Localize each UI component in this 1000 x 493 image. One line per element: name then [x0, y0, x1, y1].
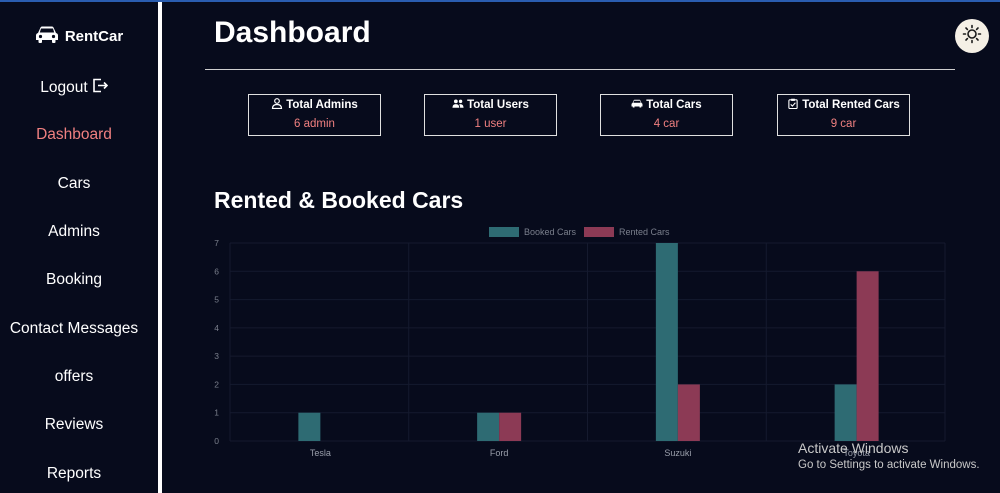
bar-booked-cars-toyota — [834, 384, 857, 441]
sidebar-item-reports[interactable]: Reports — [46, 465, 102, 482]
user-icon — [271, 98, 283, 112]
y-tick-label: 1 — [214, 408, 219, 418]
section-title: Rented & Booked Cars — [214, 187, 464, 213]
stat-card-cars: Total Cars 4 car — [600, 94, 733, 136]
sidebar-item-booking[interactable]: Booking — [45, 271, 102, 288]
stat-title: Total Users — [467, 99, 529, 111]
legend-label: Rented Cars — [619, 227, 670, 237]
y-tick-label: 0 — [214, 436, 219, 446]
sidebar-item-contact-messages[interactable]: Contact Messages — [9, 320, 139, 337]
rented-booked-chart: 0 1 2 3 4 5 6 7 Tesla Ford Suzuki Toyota Booked Cars… — [214, 227, 946, 458]
x-tick-label: Toyota — [843, 448, 870, 458]
bar-booked-cars-tesla — [298, 412, 321, 441]
stat-title: Total Cars — [646, 99, 702, 111]
car-icon — [631, 98, 643, 112]
sidebar-item-cars[interactable]: Cars — [57, 175, 91, 192]
users-icon — [452, 98, 464, 112]
stat-value: 1 user — [474, 118, 507, 130]
logout-label: Logout — [40, 79, 88, 96]
stat-card-admins: Total Admins 6 admin — [248, 94, 381, 136]
sidebar-divider — [158, 2, 162, 493]
car-icon — [35, 24, 59, 48]
clipboard-check-icon — [787, 98, 799, 112]
bar-rented-cars-suzuki — [677, 384, 700, 441]
legend-swatch — [584, 227, 614, 237]
legend-label: Booked Cars — [524, 227, 577, 237]
brand-name: RentCar — [64, 27, 124, 45]
x-tick-label: Ford — [490, 448, 509, 458]
stat-card-rented-cars: Total Rented Cars 9 car — [777, 94, 910, 136]
title-divider — [205, 69, 955, 70]
logout-link[interactable]: Logout — [0, 78, 148, 98]
x-tick-label: Suzuki — [664, 448, 691, 458]
sidebar-item-dashboard[interactable]: Dashboard — [36, 126, 112, 143]
stat-title: Total Admins — [286, 99, 358, 111]
y-tick-label: 3 — [214, 351, 219, 361]
theme-toggle-button[interactable] — [955, 19, 989, 53]
bar-rented-cars-ford — [499, 412, 522, 441]
sidebar: RentCar Logout Dashboard Cars Admins Boo… — [0, 2, 158, 493]
sidebar-item-reviews[interactable]: Reviews — [44, 416, 104, 433]
stat-title: Total Rented Cars — [802, 99, 900, 111]
y-tick-label: 6 — [214, 266, 219, 276]
stat-value: 4 car — [653, 118, 680, 130]
y-tick-label: 2 — [214, 379, 219, 389]
windows-activation-watermark: Activate Windows Go to Settings to activ… — [798, 440, 980, 471]
stat-card-users: Total Users 1 user — [424, 94, 557, 136]
bar-rented-cars-toyota — [856, 271, 879, 441]
legend-swatch — [489, 227, 519, 237]
watermark-title: Activate Windows — [798, 440, 909, 456]
sidebar-item-admins[interactable]: Admins — [48, 223, 100, 240]
logout-icon — [92, 78, 108, 98]
stat-value: 6 admin — [294, 118, 335, 130]
stat-value: 9 car — [830, 118, 857, 130]
y-tick-label: 4 — [214, 323, 219, 333]
bar-booked-cars-ford — [477, 412, 500, 441]
bar-booked-cars-suzuki — [655, 243, 678, 441]
top-border — [0, 0, 1000, 2]
y-tick-label: 5 — [214, 295, 219, 305]
sidebar-item-offers[interactable]: offers — [54, 368, 94, 385]
brand[interactable]: RentCar — [0, 24, 158, 48]
x-tick-label: Tesla — [310, 448, 331, 458]
watermark-subtitle: Go to Settings to activate Windows. — [798, 459, 980, 471]
page-title: Dashboard — [214, 16, 371, 49]
sun-icon — [962, 24, 982, 49]
y-tick-label: 7 — [214, 238, 219, 248]
